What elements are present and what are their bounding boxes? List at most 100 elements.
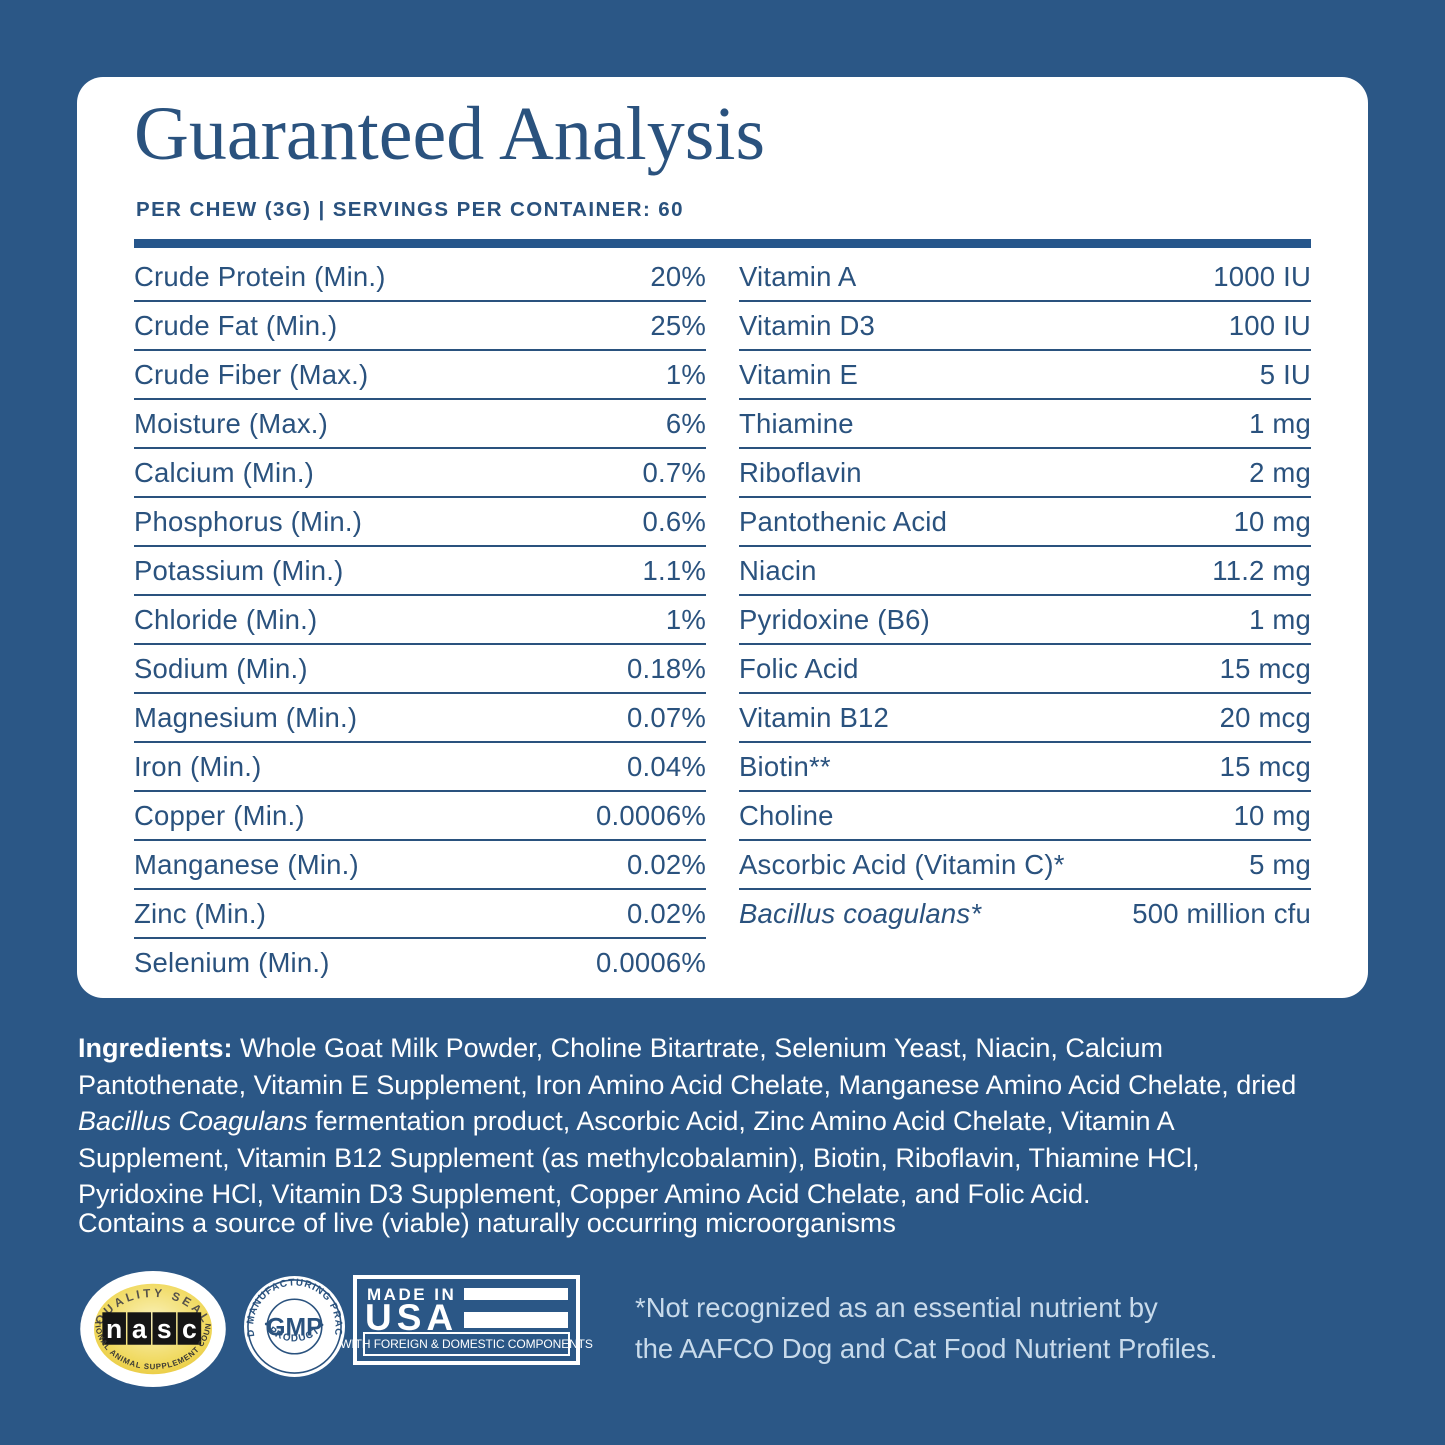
nutrient-name: Crude Fat (Min.) xyxy=(134,309,338,341)
analysis-row: Phosphorus (Min.) 0.6% xyxy=(134,498,706,547)
analysis-row: Pyridoxine (B6) 1 mg xyxy=(739,596,1311,645)
nutrient-name: Crude Fiber (Max.) xyxy=(134,358,369,390)
nutrient-value: 0.02% xyxy=(627,848,706,880)
ingredient-text-segment: fermentation product, Ascorbic Acid, Zin… xyxy=(307,1106,1175,1137)
nutrient-name: Vitamin B12 xyxy=(739,701,889,733)
guaranteed-analysis-card: Guaranteed Analysis PER CHEW (3G) | SERV… xyxy=(77,77,1368,998)
footnote-line: *Not recognized as an essential nutrient… xyxy=(635,1292,1158,1323)
analysis-row: Crude Fat (Min.) 25% xyxy=(134,302,706,351)
nutrient-value: 15 mcg xyxy=(1219,652,1311,684)
nutrient-value: 0.18% xyxy=(627,652,706,684)
made-in-usa-badge-icon: MADE IN USA WITH FOREIGN & DOMESTIC COMP… xyxy=(340,1275,593,1365)
nutrient-name: Potassium (Min.) xyxy=(134,554,344,586)
nutrient-name: Pyridoxine (B6) xyxy=(739,603,930,635)
ingredient-text-segment: Ingredients: xyxy=(78,1033,241,1063)
nasc-letter-tiles: n a s c xyxy=(102,1312,202,1345)
nutrient-value: 0.0006% xyxy=(596,946,706,978)
analysis-row: Niacin 11.2 mg xyxy=(739,547,1311,596)
nutrient-name: Chloride (Min.) xyxy=(134,603,318,635)
nutrient-name: Phosphorus (Min.) xyxy=(134,505,363,537)
serving-info: PER CHEW (3G) | SERVINGS PER CONTAINER: … xyxy=(136,198,684,221)
nutrient-value: 500 million cfu xyxy=(1132,897,1311,929)
analysis-row: Manganese (Min.) 0.02% xyxy=(134,841,706,890)
ingredient-text-segment: Whole Goat Milk Powder, Choline Bitartra… xyxy=(240,1033,1163,1063)
nutrient-value: 0.04% xyxy=(627,750,706,782)
nutrient-name: Iron (Min.) xyxy=(134,750,262,782)
page-title: Guaranteed Analysis xyxy=(134,92,766,176)
nutrient-value: 1.1% xyxy=(642,554,706,586)
nutrient-name: Magnesium (Min.) xyxy=(134,701,358,733)
analysis-row: Moisture (Max.) 6% xyxy=(134,400,706,449)
analysis-row: Sodium (Min.) 0.18% xyxy=(134,645,706,694)
gmp-seal-icon: GOOD MANUFACTURING PRACTICE • PRODUCT • … xyxy=(243,1275,346,1378)
svg-text:a: a xyxy=(132,1314,147,1344)
analysis-row: Crude Protein (Min.) 20% xyxy=(134,253,706,302)
analysis-row: Potassium (Min.) 1.1% xyxy=(134,547,706,596)
nutrient-name: Biotin** xyxy=(739,750,831,782)
analysis-column-left: Crude Protein (Min.) 20% Crude Fat (Min.) 2… xyxy=(134,253,706,986)
nutrient-value: 5 mg xyxy=(1249,848,1311,880)
analysis-row: Vitamin A 1000 IU xyxy=(739,253,1311,302)
nutrient-name: Ascorbic Acid (Vitamin C)* xyxy=(739,848,1065,880)
nutrient-value: 1000 IU xyxy=(1213,260,1311,292)
nutrient-value: 2 mg xyxy=(1249,456,1311,488)
nutrient-value: 0.02% xyxy=(627,897,706,929)
nutrient-value: 1 mg xyxy=(1249,603,1311,635)
analysis-row: Ascorbic Acid (Vitamin C)* 5 mg xyxy=(739,841,1311,890)
nutrient-name: Moisture (Max.) xyxy=(134,407,328,439)
analysis-row: Crude Fiber (Max.) 1% xyxy=(134,351,706,400)
analysis-row: Vitamin E 5 IU xyxy=(739,351,1311,400)
footnote-line: the AAFCO Dog and Cat Food Nutrient Prof… xyxy=(635,1333,1218,1364)
nutrient-name: Choline xyxy=(739,799,834,831)
badge-row: QUALITY SEAL n a s c NATIONAL ANIMAL SUP… xyxy=(77,1265,1368,1400)
nutrient-value: 5 IU xyxy=(1259,358,1311,390)
analysis-row: Magnesium (Min.) 0.07% xyxy=(134,694,706,743)
nutrient-name: Sodium (Min.) xyxy=(134,652,308,684)
svg-text:n: n xyxy=(106,1314,122,1344)
nutrient-name: Crude Protein (Min.) xyxy=(134,260,386,292)
nutrient-value: 1 mg xyxy=(1249,407,1311,439)
nutrient-name: Niacin xyxy=(739,554,817,586)
nutrient-value: 0.7% xyxy=(642,456,706,488)
analysis-column-right: Vitamin A 1000 IU Vitamin D3 100 IU Vitamin … xyxy=(739,253,1311,986)
nutrient-name: Pantothenic Acid xyxy=(739,505,948,537)
analysis-row: Folic Acid 15 mcg xyxy=(739,645,1311,694)
usa-badge-line2: USA xyxy=(365,1297,459,1338)
divider-bar xyxy=(134,239,1311,248)
nutrient-value: 11.2 mg xyxy=(1212,554,1311,586)
nutrient-name: Manganese (Min.) xyxy=(134,848,359,880)
nutrient-value: 20 mcg xyxy=(1219,701,1311,733)
analysis-row: Thiamine 1 mg xyxy=(739,400,1311,449)
nutrient-value: 0.07% xyxy=(627,701,706,733)
analysis-row: Copper (Min.) 0.0006% xyxy=(134,792,706,841)
analysis-row: Selenium (Min.) 0.0006% xyxy=(134,939,706,986)
usa-flag-stripe xyxy=(464,1312,568,1328)
microorganisms-note: Contains a source of live (viable) natur… xyxy=(78,1208,896,1238)
svg-text:s: s xyxy=(157,1314,172,1344)
nutrient-value: 100 IU xyxy=(1228,309,1311,341)
usa-components-strip: WITH FOREIGN & DOMESTIC COMPONENTS xyxy=(340,1332,593,1356)
analysis-row: Bacillus coagulans* 500 million cfu xyxy=(739,890,1311,937)
svg-text:c: c xyxy=(182,1314,197,1344)
nutrient-name: Vitamin E xyxy=(739,358,858,390)
nutrient-name: Bacillus coagulans* xyxy=(739,897,982,929)
analysis-row: Biotin** 15 mcg xyxy=(739,743,1311,792)
nutrient-name: Vitamin A xyxy=(739,260,857,292)
ingredient-text-segment: Pyridoxine HCl, Vitamin D3 Supplement, C… xyxy=(78,1179,1091,1210)
ingredient-text-segment: Supplement, Vitamin B12 Supplement (as m… xyxy=(78,1142,1200,1173)
nutrient-name: Riboflavin xyxy=(739,456,862,488)
gmp-center-text: GMP xyxy=(266,1314,322,1341)
nutrient-name: Selenium (Min.) xyxy=(134,946,330,978)
nutrient-value: 0.6% xyxy=(642,505,706,537)
analysis-row: Calcium (Min.) 0.7% xyxy=(134,449,706,498)
nutrient-name: Zinc (Min.) xyxy=(134,897,267,929)
nutrient-name: Calcium (Min.) xyxy=(134,456,315,488)
nutrient-name: Thiamine xyxy=(739,407,854,439)
usa-badge-line1: MADE IN xyxy=(367,1285,457,1304)
nutrient-value: 1% xyxy=(665,603,706,635)
nutrient-value: 20% xyxy=(650,260,706,292)
nasc-quality-seal-icon: QUALITY SEAL n a s c NATIONAL ANIMAL SUP… xyxy=(79,1270,226,1388)
nutrient-value: 0.0006% xyxy=(596,799,706,831)
analysis-row: Riboflavin 2 mg xyxy=(739,449,1311,498)
